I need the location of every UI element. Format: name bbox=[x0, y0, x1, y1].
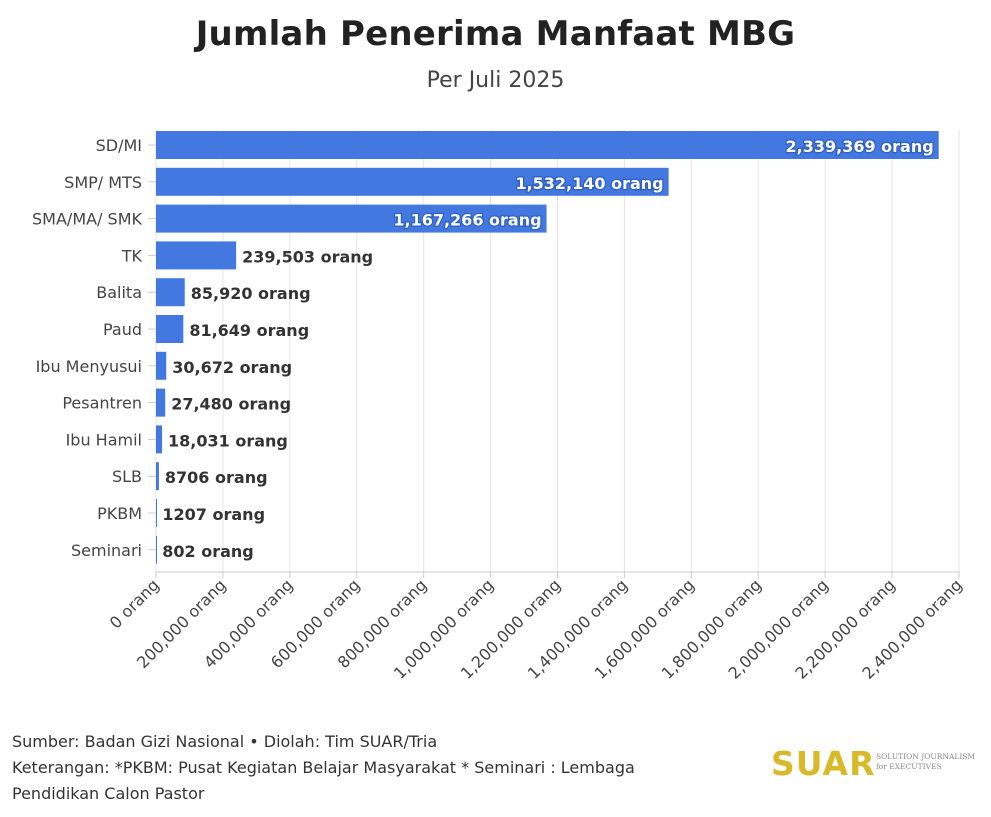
bar bbox=[156, 351, 167, 380]
suar-logo: SUAR SOLUTION JOURNALISM for EXECUTIVES bbox=[771, 744, 986, 784]
data-label: 18,031 orang bbox=[168, 431, 288, 450]
logo-tagline-line-2: for EXECUTIVES bbox=[876, 762, 942, 771]
footer: Sumber: Badan Gizi Nasional • Diolah: Ti… bbox=[12, 729, 732, 807]
category-label: SLB bbox=[112, 467, 142, 486]
logo-tagline: SOLUTION JOURNALISM for EXECUTIVES bbox=[876, 752, 975, 772]
data-label: 1,532,140 orang bbox=[515, 174, 663, 193]
bar bbox=[156, 462, 159, 491]
data-label: 239,503 orang bbox=[242, 247, 373, 266]
bar bbox=[156, 241, 237, 270]
data-label: 30,672 orang bbox=[172, 358, 292, 377]
category-label: TK bbox=[121, 246, 143, 265]
explanation-note-line-1: Keterangan: *PKBM: Pusat Kegiatan Belaja… bbox=[12, 758, 635, 777]
logo-wordmark: SUAR bbox=[771, 744, 876, 783]
bar bbox=[156, 535, 157, 564]
category-label: SMP/ MTS bbox=[64, 173, 142, 192]
chart-subtitle: Per Juli 2025 bbox=[426, 68, 565, 93]
x-tick-label: 0 orang bbox=[106, 575, 163, 632]
bar bbox=[156, 131, 939, 159]
data-label: 85,920 orang bbox=[191, 284, 311, 303]
data-label: 27,480 orang bbox=[171, 395, 291, 414]
category-label: Pesantren bbox=[62, 394, 142, 413]
category-label: Seminari bbox=[71, 541, 142, 560]
category-label: Ibu Menyusui bbox=[36, 357, 142, 376]
data-label: 2,339,369 orang bbox=[786, 137, 934, 156]
bar bbox=[156, 499, 157, 527]
bar bbox=[156, 204, 547, 233]
data-label: 81,649 orang bbox=[189, 321, 309, 340]
category-label: Paud bbox=[103, 320, 142, 339]
data-label: 802 orang bbox=[162, 542, 254, 561]
data-label: 1207 orang bbox=[162, 505, 265, 524]
category-label: SD/MI bbox=[96, 136, 142, 155]
category-label: Balita bbox=[96, 283, 142, 302]
data-label: 1,167,266 orang bbox=[393, 211, 541, 230]
bar bbox=[156, 278, 185, 307]
bar bbox=[156, 315, 184, 343]
bar bbox=[156, 425, 163, 454]
explanation-note-line-2: Pendidikan Calon Pastor bbox=[12, 784, 205, 803]
category-label: Ibu Hamil bbox=[66, 430, 142, 449]
bar bbox=[156, 167, 669, 196]
category-label: PKBM bbox=[97, 504, 142, 523]
source-note: Sumber: Badan Gizi Nasional • Diolah: Ti… bbox=[12, 732, 438, 751]
data-label: 8706 orang bbox=[165, 468, 268, 487]
bar bbox=[156, 388, 166, 417]
logo-tagline-line-1: SOLUTION JOURNALISM bbox=[876, 752, 976, 761]
category-label: SMA/MA/ SMK bbox=[32, 210, 142, 229]
chart-title: Jumlah Penerima Manfaat MBG bbox=[195, 14, 796, 54]
